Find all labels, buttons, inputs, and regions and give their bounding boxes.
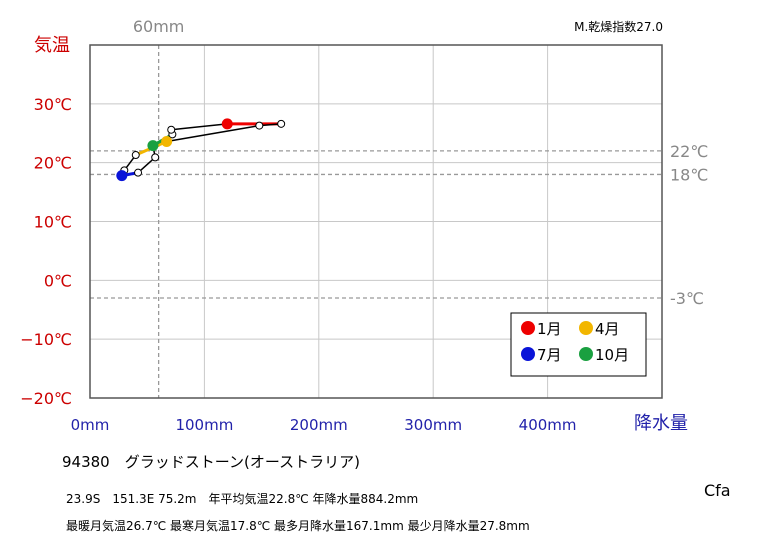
station-title: 94380 グラッドストーン(オーストラリア) (62, 453, 360, 471)
ref-label-horizontal-2: -3℃ (670, 289, 704, 308)
grid-lines (90, 45, 662, 398)
y-tick-label-4: 20℃ (34, 154, 72, 173)
ref-label-vertical-0: 60mm (133, 17, 185, 36)
highlighted-month-markers (116, 118, 233, 182)
legend-label-10: 10月 (595, 346, 629, 364)
x-tick-label-3: 300mm (404, 416, 462, 434)
legend-marker-4 (579, 321, 593, 335)
y-tick-label-1: −10℃ (20, 330, 72, 349)
x-tick-labels: 0mm 100mm 200mm 300mm 400mm (71, 416, 577, 434)
point-month-5 (131, 151, 140, 160)
climate-series (120, 119, 286, 178)
reference-lines: 22℃ 18℃ -3℃ 60mm (90, 17, 708, 398)
point-month-3 (255, 121, 264, 130)
point-month-12 (167, 125, 176, 134)
legend-marker-10 (579, 347, 593, 361)
x-tick-label-1: 100mm (175, 416, 233, 434)
highlight-point-month-4 (161, 135, 173, 147)
point-month-9 (151, 153, 160, 162)
x-tick-label-2: 200mm (290, 416, 348, 434)
y-tick-label-0: −20℃ (20, 389, 72, 408)
climate-class-label: Cfa (704, 481, 731, 500)
x-tick-label-0: 0mm (71, 416, 110, 434)
legend-label-7: 7月 (537, 346, 562, 364)
x-tick-label-4: 400mm (519, 416, 577, 434)
x-axis-title: 降水量 (634, 413, 688, 434)
legend-label-1: 1月 (537, 320, 562, 338)
ref-label-horizontal-1: 18℃ (670, 165, 708, 184)
y-tick-label-3: 10℃ (34, 213, 72, 232)
dryness-index: M.乾燥指数27.0 (574, 19, 663, 34)
legend-marker-1 (521, 321, 535, 335)
highlight-point-month-7 (116, 170, 128, 182)
legend: 1月 4月 7月 10月 (510, 312, 647, 377)
ref-label-horizontal-0: 22℃ (670, 142, 708, 161)
legend-label-4: 4月 (595, 320, 620, 338)
point-month-8 (134, 168, 143, 177)
plot-frame (89, 44, 663, 399)
highlight-point-month-10 (147, 140, 159, 152)
highlight-point-month-1 (221, 118, 233, 130)
station-location-summary: 23.9S 151.3E 75.2m 年平均気温22.8℃ 年降水量884.2m… (66, 492, 419, 506)
y-tick-labels: −20℃ −10℃ 0℃ 10℃ 20℃ 30℃ (20, 95, 72, 408)
series-segment-12 (171, 123, 228, 131)
series-segment-3 (166, 124, 260, 143)
point-month-2 (277, 119, 286, 128)
station-extremes-summary: 最暖月気温26.7℃ 最寒月気温17.8℃ 最多月降水量167.1mm 最少月降… (66, 519, 530, 533)
y-tick-label-5: 30℃ (34, 95, 72, 114)
legend-box (510, 312, 647, 377)
legend-marker-7 (521, 347, 535, 361)
y-tick-label-2: 0℃ (44, 271, 72, 290)
y-axis-title: 気温 (34, 35, 70, 56)
